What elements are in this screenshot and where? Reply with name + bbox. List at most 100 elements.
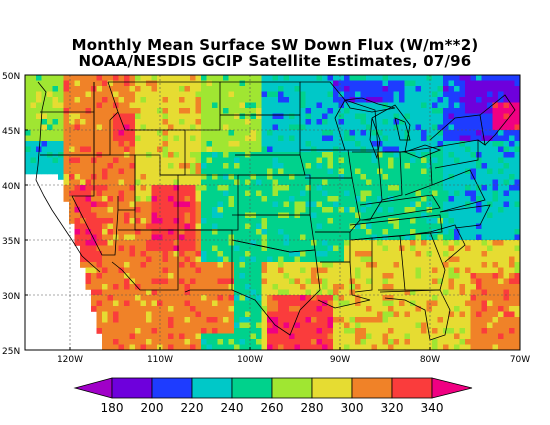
flux-cell [382, 300, 389, 307]
flux-cell [261, 108, 268, 114]
flux-cell [113, 201, 119, 208]
flux-cell [377, 113, 383, 120]
flux-cell [382, 130, 389, 136]
flux-cell [212, 119, 218, 125]
flux-cell [371, 102, 378, 109]
flux-cell [355, 278, 361, 285]
flux-cell [261, 80, 268, 87]
flux-cell [476, 284, 482, 290]
flux-cell [399, 201, 405, 208]
flux-cell [300, 91, 306, 98]
flux-cell [503, 119, 510, 125]
flux-cell [509, 317, 515, 323]
flux-cell [371, 185, 378, 191]
flux-cell [146, 311, 152, 318]
flux-cell [85, 146, 92, 153]
flux-cell [146, 240, 152, 246]
flux-cell [146, 339, 152, 345]
flux-cell [256, 190, 262, 197]
flux-cell [135, 218, 141, 224]
flux-cell [129, 306, 136, 312]
flux-cell [421, 306, 427, 312]
flux-cell [283, 267, 290, 274]
flux-cell [250, 311, 257, 318]
flux-cell [239, 97, 246, 103]
flux-cell [344, 322, 350, 329]
flux-cell [448, 108, 455, 114]
flux-cell [239, 278, 246, 285]
flux-cell [311, 119, 317, 125]
flux-cell [80, 223, 86, 230]
flux-cell [382, 91, 389, 98]
flux-cell [157, 339, 163, 345]
flux-cell [509, 344, 515, 350]
flux-cell [454, 201, 460, 208]
flux-cell [338, 113, 345, 120]
flux-cell [366, 251, 372, 257]
flux-cell [300, 339, 306, 345]
flux-cell [437, 86, 444, 92]
flux-cell [454, 119, 460, 125]
flux-cell [371, 163, 378, 169]
flux-cell [443, 273, 449, 279]
flux-cell [388, 190, 394, 197]
flux-cell [415, 218, 422, 224]
flux-cell [294, 75, 301, 81]
flux-cell [327, 119, 334, 125]
flux-cell [327, 251, 334, 257]
flux-cell [234, 130, 240, 136]
flux-cell [371, 289, 378, 296]
flux-cell [212, 80, 218, 87]
flux-cell [454, 339, 460, 345]
flux-cell [470, 124, 477, 131]
flux-cell [102, 267, 108, 274]
flux-cell [388, 185, 394, 191]
flux-cell [305, 91, 312, 98]
flux-cell [377, 179, 383, 186]
flux-cell [118, 234, 125, 241]
flux-cell [432, 245, 438, 252]
flux-cell [179, 306, 185, 312]
flux-cell [289, 240, 295, 246]
flux-cell [107, 80, 114, 87]
flux-cell [245, 141, 251, 147]
flux-cell [421, 152, 427, 158]
flux-cell [316, 190, 323, 197]
flux-cell [278, 240, 284, 246]
flux-cell [223, 157, 229, 164]
flux-cell [421, 135, 427, 142]
flux-cell [465, 75, 471, 81]
flux-cell [481, 278, 488, 285]
flux-cell [124, 119, 130, 125]
flux-cell [173, 262, 180, 268]
flux-cell [294, 339, 301, 345]
flux-cell [338, 75, 345, 81]
flux-cell [393, 174, 400, 180]
flux-cell [426, 245, 433, 252]
flux-cell [58, 113, 64, 120]
flux-cell [360, 75, 367, 81]
flux-cell [465, 273, 471, 279]
lake-huron [394, 117, 411, 141]
flux-cell [168, 185, 174, 191]
flux-cell [492, 196, 499, 202]
flux-cell [366, 91, 372, 98]
flux-cell [234, 256, 240, 263]
flux-cell [327, 102, 334, 109]
flux-cell [470, 289, 477, 296]
flux-cell [267, 130, 273, 136]
flux-cell [52, 102, 59, 109]
flux-cell [245, 339, 251, 345]
flux-cell [96, 273, 103, 279]
flux-cell [190, 251, 196, 257]
flux-cell [443, 124, 449, 131]
flux-cell [256, 295, 262, 301]
flux-cell [283, 300, 290, 307]
flux-cell [162, 113, 169, 120]
flux-cell [349, 152, 356, 158]
flux-cell [272, 190, 279, 197]
flux-cell [157, 328, 163, 334]
flux-cell [465, 240, 471, 246]
flux-cell [454, 196, 460, 202]
flux-cell [80, 168, 86, 175]
